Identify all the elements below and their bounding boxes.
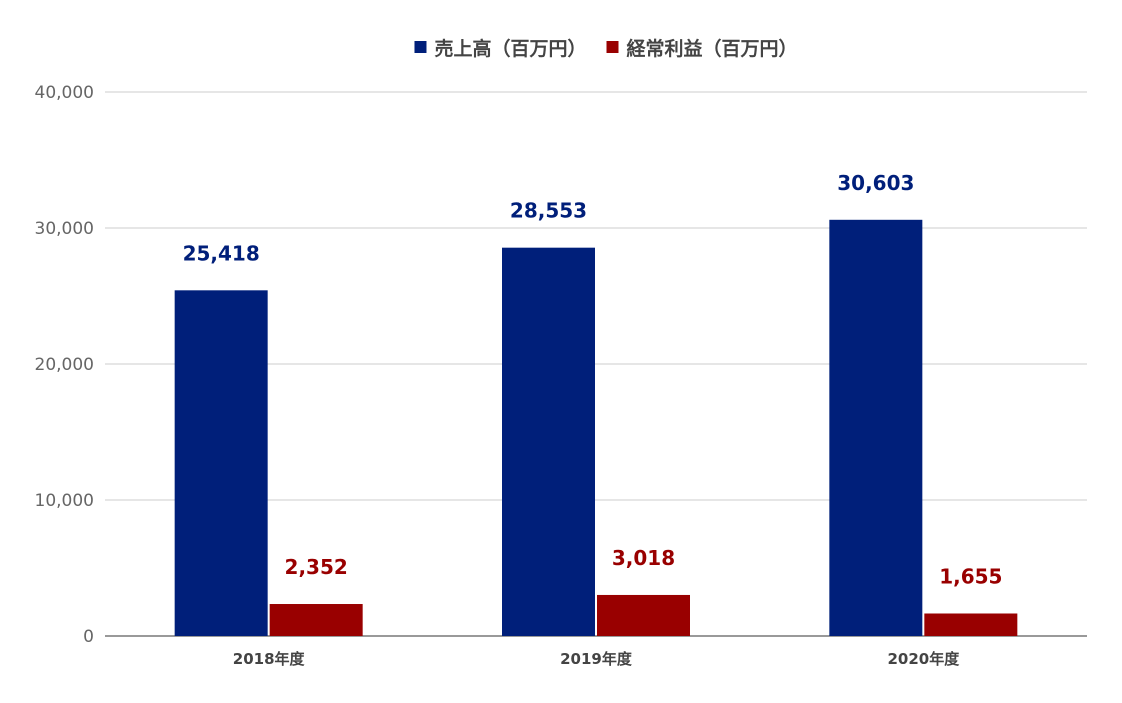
- bars-layer: [174, 219, 1018, 636]
- y-axis-ticks: 0 10,000 20,000 30,000 40,000: [35, 83, 94, 647]
- legend-label: 売上高（百万円）: [434, 37, 586, 60]
- bar-series-1-1: [597, 594, 690, 636]
- legend-label: 経常利益（百万円）: [627, 37, 798, 60]
- data-label-series-0-1: 28,553: [510, 199, 587, 223]
- legend: 売上高（百万円） 経常利益（百万円）: [414, 37, 798, 60]
- data-label-series-0-0: 25,418: [183, 241, 260, 265]
- data-label-series-0-2: 30,603: [837, 171, 914, 195]
- bar-series-0-0: [174, 290, 268, 636]
- data-label-series-1-1: 3,018: [612, 546, 675, 570]
- y-tick-label: 0: [83, 627, 94, 647]
- x-axis-categories: 2018年度 2019年度 2020年度: [233, 650, 960, 668]
- data-labels-layer: 25,418 2,352 28,553 3,018 30,603 1,655: [183, 171, 1003, 589]
- x-category-label: 2020年度: [887, 650, 960, 668]
- x-category-label: 2018年度: [233, 650, 306, 668]
- legend-swatch: [414, 41, 427, 53]
- bar-series-1-0: [269, 604, 363, 636]
- bar-series-1-2: [924, 613, 1018, 636]
- legend-item-1: 経常利益（百万円）: [606, 37, 798, 60]
- bar-series-0-2: [829, 219, 923, 636]
- y-tick-label: 40,000: [35, 83, 94, 103]
- legend-swatch: [606, 41, 619, 53]
- data-label-series-1-2: 1,655: [939, 564, 1002, 588]
- y-tick-label: 10,000: [35, 491, 94, 511]
- x-category-label: 2019年度: [560, 650, 633, 668]
- y-tick-label: 30,000: [35, 219, 94, 239]
- grid-layer: [105, 91, 1087, 637]
- bar-series-0-1: [502, 247, 595, 636]
- data-label-series-1-0: 2,352: [285, 555, 348, 579]
- legend-item-0: 売上高（百万円）: [414, 37, 587, 60]
- y-tick-label: 20,000: [35, 355, 94, 375]
